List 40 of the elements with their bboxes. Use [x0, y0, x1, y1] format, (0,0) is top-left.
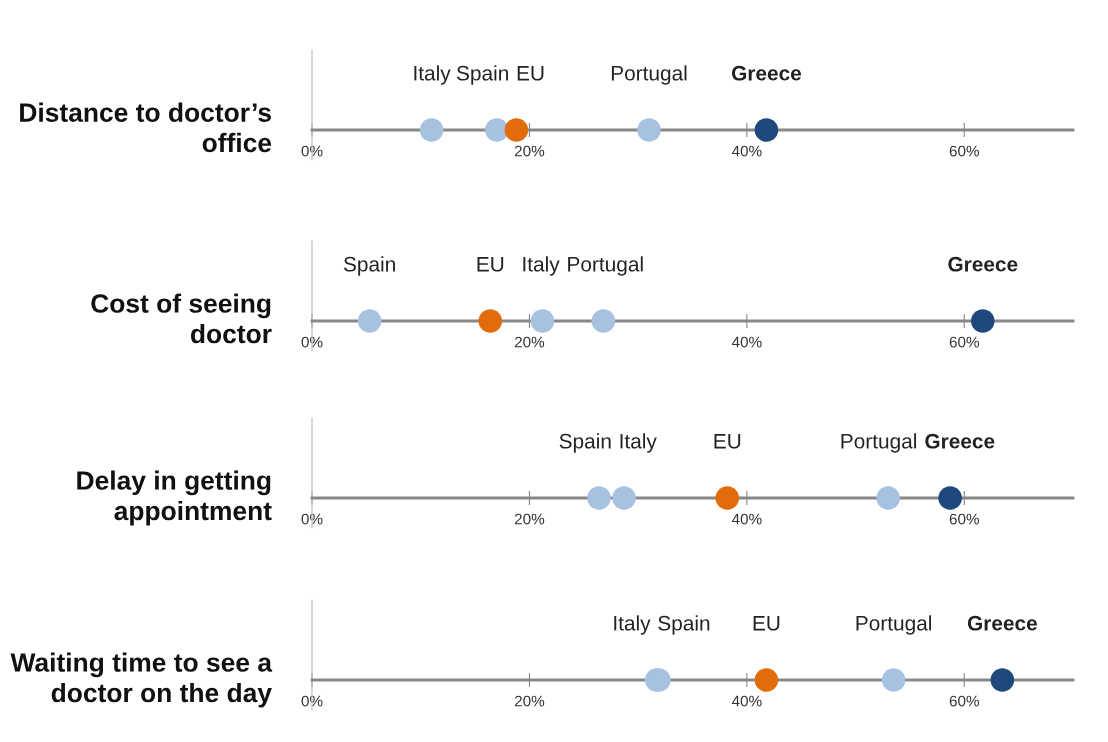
series-label: Italy [614, 615, 651, 635]
x-tick-label: 20% [514, 513, 545, 525]
x-tick-label: 40% [731, 145, 762, 157]
series-label: Spain [456, 65, 508, 85]
y-axis-title: Waiting time to see a doctor on the day [10, 652, 273, 708]
x-tick-label: 20% [514, 336, 545, 348]
x-tick-label: 60% [949, 145, 980, 157]
x-tick-label: 20% [514, 145, 545, 157]
series-label: Italy [620, 433, 657, 453]
x-tick-label: 0% [301, 145, 323, 157]
x-tick-label: 40% [731, 695, 762, 707]
series-label: Spain [343, 256, 395, 276]
text: Greece [925, 433, 995, 449]
x-tick-label: 40% [731, 513, 762, 525]
text: Greece [731, 65, 802, 81]
x-tick-label: 0% [301, 695, 323, 707]
x-tick-label: 60% [949, 336, 980, 348]
x-tick-label: 20% [514, 695, 545, 707]
y-axis-title: Delay in getting appointment [77, 470, 272, 526]
series-label: EU [477, 257, 504, 272]
text: Portugal [611, 65, 687, 85]
series-label: EU [753, 616, 780, 631]
series-label: Spain [559, 433, 611, 453]
x-tick-label: 40% [731, 336, 762, 348]
series-label: EU [517, 66, 544, 81]
series-label: Spain [658, 615, 710, 635]
text: Greece [967, 615, 1037, 631]
text: Greece [948, 256, 1018, 272]
series-label: EU [714, 434, 741, 449]
series-label: Italy [523, 256, 560, 276]
x-tick-label: 60% [949, 695, 980, 707]
series-label: Italy [414, 65, 451, 85]
text: Portugal [856, 615, 932, 635]
text: Portugal [568, 256, 643, 276]
y-axis-title: Cost of seeing doctor [91, 293, 272, 344]
y-axis-title: Distance to doctor’s office [20, 102, 272, 153]
x-tick-label: 0% [301, 513, 323, 525]
x-tick-label: 0% [301, 336, 323, 348]
series-label: Portugal [841, 433, 916, 453]
x-tick-label: 60% [949, 513, 980, 525]
